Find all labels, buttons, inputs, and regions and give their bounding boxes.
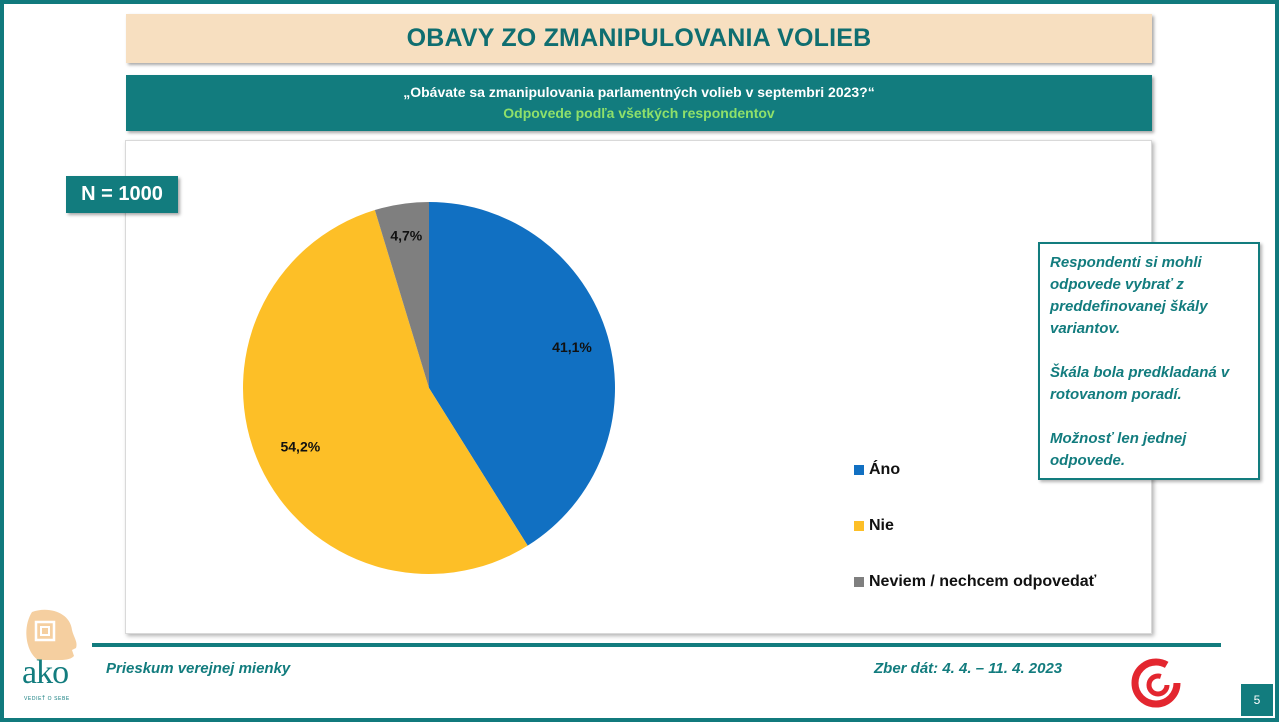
ako-logo-text: ako: [22, 654, 68, 692]
broadcaster-logo-icon: [1127, 658, 1185, 708]
question-subtitle: Odpovede podľa všetkých respondentov: [503, 103, 774, 124]
legend-label-nie: Nie: [869, 517, 894, 535]
footer-collection-dates: Zber dát: 4. 4. – 11. 4. 2023: [874, 660, 1062, 677]
sample-size-badge: N = 1000: [66, 176, 178, 213]
legend-item-nie: Nie: [854, 515, 1096, 537]
slide: OBAVY ZO ZMANIPULOVANIA VOLIEB „Obávate …: [4, 4, 1275, 718]
legend-label-neviem: Neviem / nechcem odpovedať: [869, 573, 1096, 591]
note-paragraph: Škála bola predkladaná v rotovanom porad…: [1050, 362, 1248, 406]
chart-panel: 41,1% 54,2% 4,7% Áno Nie Neviem / nechcem …: [125, 140, 1152, 634]
data-label-nie: 54,2%: [280, 439, 320, 455]
footer-divider: [92, 643, 1221, 647]
legend-item-neviem: Neviem / nechcem odpovedať: [854, 571, 1096, 593]
legend-swatch-nie: [854, 521, 864, 531]
question-text: „Obávate sa zmanipulovania parlamentných…: [403, 82, 875, 103]
footer-survey-label: Prieskum verejnej mienky: [106, 660, 290, 677]
note-paragraph: Možnosť len jednej odpovede.: [1050, 428, 1248, 472]
legend-label-ano: Áno: [869, 461, 900, 479]
question-banner: „Obávate sa zmanipulovania parlamentných…: [126, 75, 1152, 131]
data-label-neviem: 4,7%: [390, 227, 422, 243]
chart-legend: Áno Nie Neviem / nechcem odpovedať: [854, 459, 1096, 627]
methodology-note: Respondenti si mohli odpovede vybrať z p…: [1038, 242, 1260, 480]
legend-swatch-ano: [854, 465, 864, 475]
note-paragraph: Respondenti si mohli odpovede vybrať z p…: [1050, 252, 1248, 340]
ako-logo-tagline: VEDIEŤ O SEBE: [24, 696, 70, 702]
legend-swatch-neviem: [854, 577, 864, 587]
data-label-ano: 41,1%: [552, 339, 592, 355]
page-title: OBAVY ZO ZMANIPULOVANIA VOLIEB: [126, 14, 1152, 63]
page-number: 5: [1241, 684, 1273, 716]
